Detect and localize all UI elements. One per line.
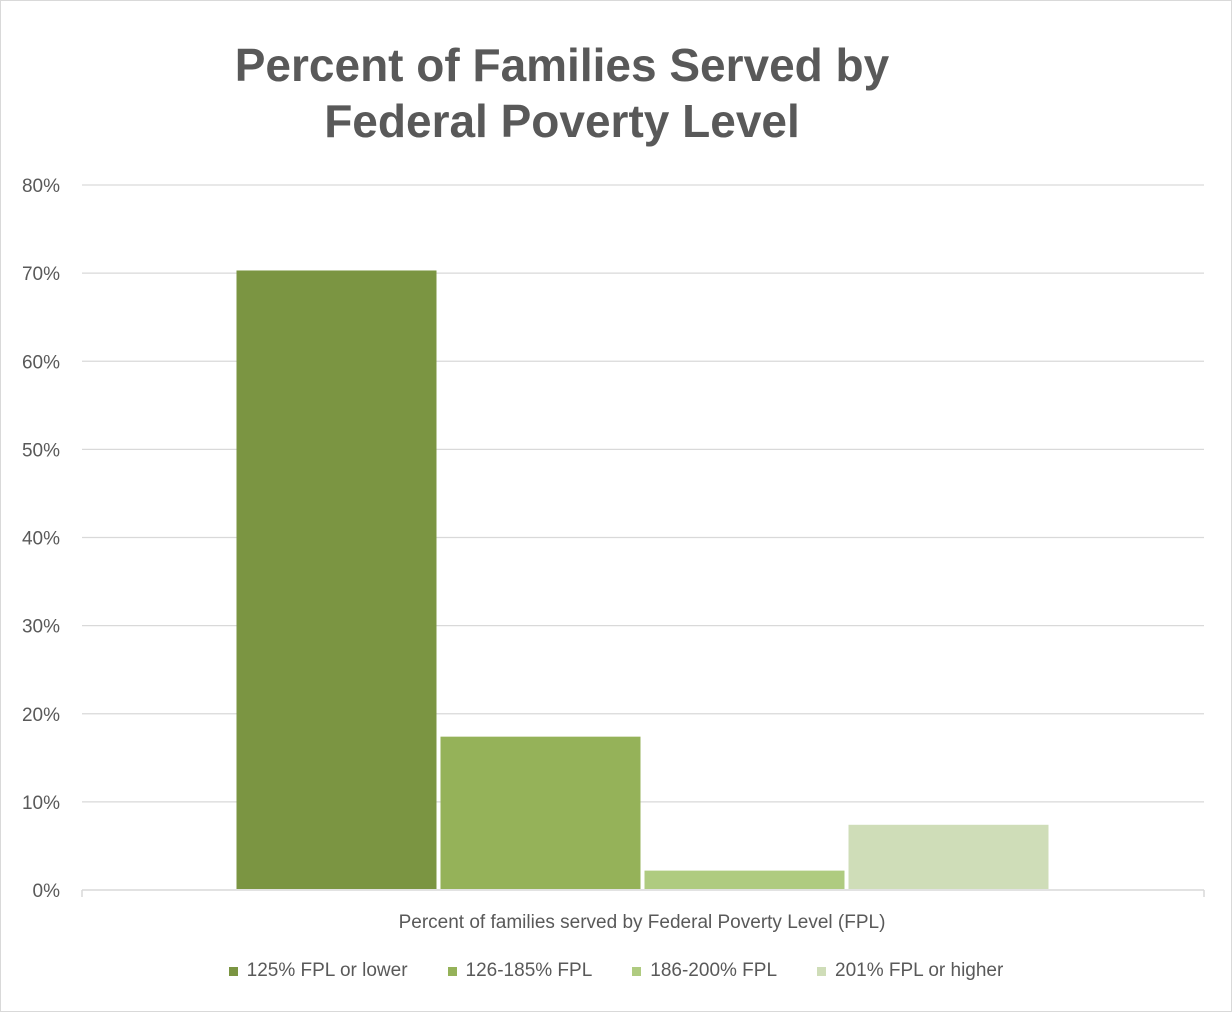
y-tick-label: 10% [22,793,60,814]
y-tick-label: 80% [22,176,60,197]
y-tick-label: 20% [22,705,60,726]
y-axis-ticks: 0% 10% 20% 30% 40% 50% 60% 70% 80% [22,176,60,902]
legend-item: 201% FPL or higher [817,960,1003,982]
legend: 125% FPL or lower 126-185% FPL 186-200% FP… [0,960,1232,982]
legend-item: 125% FPL or lower [228,960,408,982]
legend-swatch [632,966,642,976]
bar-186-200-fpl [644,870,845,889]
legend-label: 201% FPL or higher [835,960,1004,981]
y-tick-label: 30% [22,617,60,638]
x-axis-label: Percent of families served by Federal Po… [399,912,886,933]
legend-label: 186-200% FPL [650,960,778,981]
legend-label: 125% FPL or lower [246,960,408,981]
legend-swatch [817,966,827,976]
chart-title: Percent of Families Served by Federal Po… [234,39,890,147]
bar-201-fpl-or-higher [848,824,1049,889]
legend-label: 126-185% FPL [465,960,593,981]
y-tick-label: 40% [22,529,60,550]
legend-swatch [447,966,457,976]
bar-126-185-fpl [440,736,641,889]
legend-item: 186-200% FPL [632,960,777,982]
y-tick-label: 50% [22,440,60,461]
legend-swatch [228,966,238,976]
y-tick-label: 0% [33,881,61,902]
legend-item: 126-185% FPL [447,960,593,982]
y-tick-label: 70% [22,264,60,285]
bar-125-fpl-or-lower [236,270,437,889]
y-tick-label: 60% [22,352,60,373]
bars [236,270,1049,889]
